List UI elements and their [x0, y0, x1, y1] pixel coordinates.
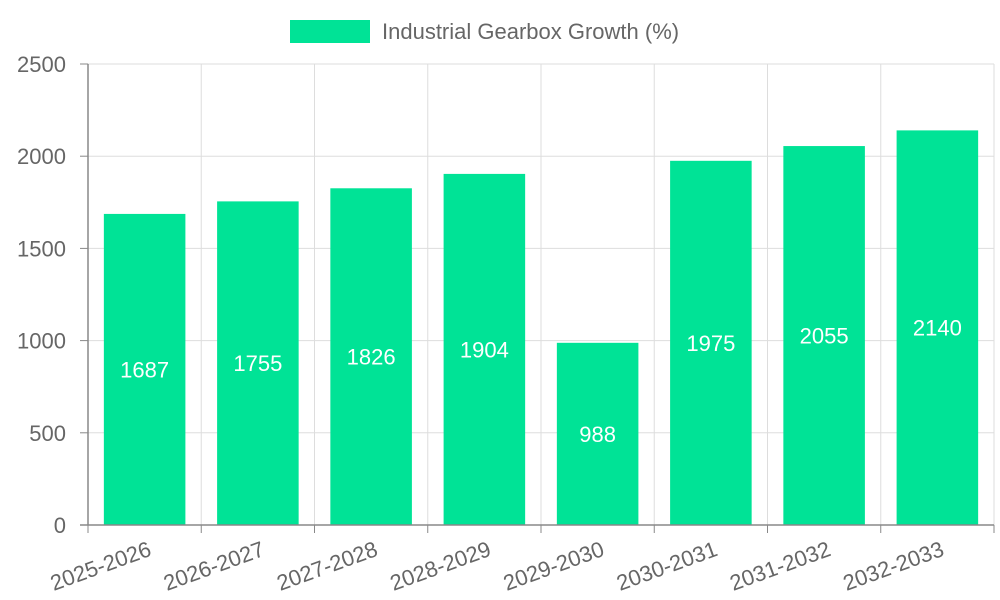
axes	[80, 63, 995, 533]
bar[interactable]	[217, 201, 299, 526]
x-tick-label: 2031-2032	[726, 536, 833, 595]
x-tick-label: 2027-2028	[273, 536, 380, 595]
y-tick-label: 1500	[17, 236, 66, 261]
bar-value-label: 1975	[686, 331, 735, 356]
y-tick-label: 1000	[17, 329, 66, 354]
x-tick-label: 2025-2026	[47, 536, 154, 595]
x-tick-label: 2026-2027	[160, 536, 267, 595]
bar-value-label: 1826	[347, 345, 396, 370]
bar-value-label: 2140	[913, 316, 962, 341]
legend-swatch	[290, 20, 370, 43]
bar-value-label: 2055	[800, 324, 849, 349]
bar[interactable]	[556, 342, 639, 525]
y-tick-label: 2500	[17, 52, 66, 77]
bar-value-label: 1687	[120, 357, 169, 382]
x-tick-label: 2028-2029	[387, 536, 494, 595]
bar[interactable]	[103, 213, 186, 525]
bar-value-label: 1904	[460, 337, 509, 362]
y-tick-label: 500	[29, 421, 66, 446]
bar[interactable]	[896, 130, 979, 525]
legend-label: Industrial Gearbox Growth (%)	[382, 19, 679, 44]
y-tick-label: 2000	[17, 144, 66, 169]
x-tick-label: 2029-2030	[500, 536, 607, 595]
x-axis-ticks: 2025-2026 2026-2027 2027-2028 2028-2029 2029…	[47, 536, 947, 595]
x-tick-label: 2030-2031	[613, 536, 720, 595]
data-labels: 1687 1755 1826 1904 988 1975 2055 2140	[120, 316, 962, 447]
bar[interactable]	[670, 160, 752, 525]
y-axis-ticks: 0 500 1000 1500 2000 2500	[17, 52, 66, 538]
y-tick-label: 0	[54, 513, 66, 538]
bars	[103, 130, 979, 526]
x-tick-label: 2032-2033	[840, 536, 947, 595]
bar[interactable]	[330, 188, 412, 526]
bar-value-label: 1755	[233, 351, 282, 376]
legend[interactable]: Industrial Gearbox Growth (%)	[290, 19, 679, 44]
bar-value-label: 988	[579, 422, 616, 447]
bar[interactable]	[783, 146, 865, 526]
bar[interactable]	[443, 173, 526, 525]
